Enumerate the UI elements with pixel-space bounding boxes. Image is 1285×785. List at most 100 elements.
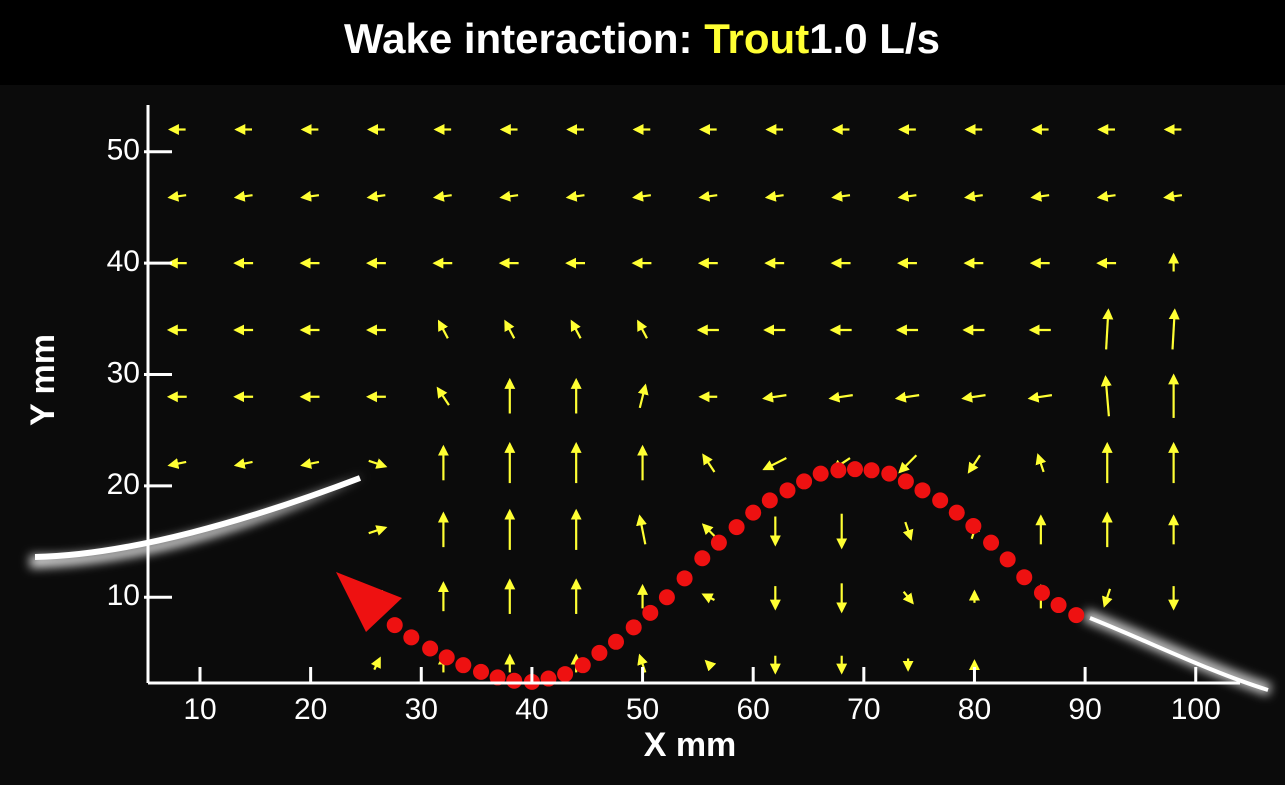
vector-arrow — [570, 319, 582, 339]
vector-arrow — [499, 190, 519, 202]
fish-glow — [30, 475, 1272, 696]
trajectory-point — [710, 534, 727, 551]
trajectory-point — [676, 570, 693, 587]
vector-arrow — [1027, 391, 1053, 403]
vector-arrow — [370, 656, 381, 671]
trajectory-point — [625, 619, 642, 636]
vector-arrow — [368, 458, 388, 469]
x-tick-label: 100 — [1171, 693, 1221, 726]
x-tick-label: 80 — [958, 693, 991, 726]
vector-arrow — [762, 391, 787, 403]
vector-arrow — [436, 386, 450, 406]
trajectory-point — [455, 657, 472, 674]
x-tick-label: 10 — [183, 693, 216, 726]
trajectory-point — [881, 465, 898, 482]
trajectory-point — [608, 633, 624, 650]
trajectory-arrowhead — [336, 572, 402, 632]
vector-arrow — [1100, 375, 1112, 417]
y-tick-label: 30 — [107, 356, 140, 389]
vector-arrow — [437, 319, 449, 339]
trajectory-point — [728, 519, 745, 536]
vector-arrow — [704, 659, 717, 672]
title-lead: Wake interaction: — [344, 15, 693, 62]
vector-arrow — [504, 319, 516, 339]
vector-arrow — [366, 190, 386, 202]
vector-arrow — [898, 454, 918, 474]
x-tick-label: 50 — [626, 693, 659, 726]
trajectory-point — [473, 663, 490, 680]
trajectory-point — [914, 482, 931, 499]
vector-arrow — [300, 190, 320, 202]
trajectory-point — [1050, 597, 1067, 614]
vector-arrow — [702, 453, 716, 473]
trajectory-point — [574, 657, 591, 674]
trajectory-point — [1033, 584, 1050, 601]
trajectory-point — [591, 644, 608, 661]
trajectory-point — [506, 672, 523, 689]
vector-arrow — [300, 458, 320, 469]
vector-arrow — [764, 190, 784, 202]
vector-arrow — [233, 190, 253, 202]
x-tick-label: 70 — [847, 693, 880, 726]
trajectory-point — [658, 589, 675, 606]
vector-arrow — [368, 525, 388, 536]
vector-arrow — [1035, 453, 1047, 473]
vector-arrow — [902, 521, 914, 541]
trajectory-point — [422, 640, 439, 657]
trajectory-point — [965, 517, 982, 534]
vector-arrow — [636, 514, 647, 545]
fish-left — [30, 475, 365, 568]
vector-arrow — [1168, 308, 1180, 350]
vector-arrow — [1102, 308, 1114, 350]
vector-arrow — [963, 190, 983, 202]
trajectory-point — [948, 504, 965, 521]
vector-arrow — [167, 190, 187, 202]
x-tick-label: 40 — [515, 693, 548, 726]
vector-arrow — [565, 190, 585, 202]
y-tick-label: 10 — [107, 579, 140, 612]
vector-arrow — [701, 593, 715, 604]
vector-arrow — [831, 190, 851, 202]
trajectory-point — [830, 462, 847, 479]
vector-arrow — [1030, 190, 1050, 202]
title-tail: 1.0 L/s — [809, 15, 940, 62]
vector-arrow — [637, 319, 648, 339]
trajectory-point — [999, 551, 1016, 568]
trajectory-point — [403, 629, 420, 646]
fish-left-core — [34, 475, 362, 560]
title-highlight: Trout — [704, 15, 809, 62]
trajectory-point — [386, 617, 403, 634]
vector-arrow — [1102, 588, 1113, 608]
vector-arrow — [967, 454, 981, 474]
trajectory-point — [438, 649, 455, 666]
vector-arrow — [701, 523, 716, 537]
vector-arrow — [637, 383, 649, 409]
vector-arrow — [432, 190, 452, 202]
y-axis-title: Y mm — [24, 334, 62, 426]
trajectory-point — [779, 482, 796, 499]
chart-title: Wake interaction: Trout1.0 L/s — [344, 15, 940, 62]
x-tick-label: 30 — [405, 693, 438, 726]
vector-arrow — [902, 590, 914, 605]
trajectory-point — [1068, 607, 1085, 624]
y-tick-label: 40 — [107, 245, 140, 278]
axes: 10 20 30 40 50 60 70 80 90 100 10 20 30 40 50 — [107, 105, 1240, 726]
vector-arrow — [762, 457, 787, 471]
trajectory-point — [846, 461, 863, 478]
vector-arrow — [1163, 190, 1183, 202]
vector-arrow — [1096, 190, 1116, 202]
trajectory-point — [642, 604, 659, 621]
vector-arrow — [698, 190, 718, 202]
fish-right-core — [1089, 616, 1269, 692]
y-tick-label: 20 — [107, 468, 140, 501]
x-tick-label: 20 — [294, 693, 327, 726]
trajectory-point — [557, 666, 574, 683]
trajectory-point — [489, 669, 506, 686]
trajectory-point — [983, 534, 1000, 551]
vector-arrow — [894, 391, 920, 403]
trajectory-point — [745, 504, 762, 521]
vector-arrow — [961, 391, 986, 403]
vector-arrow — [897, 190, 917, 202]
